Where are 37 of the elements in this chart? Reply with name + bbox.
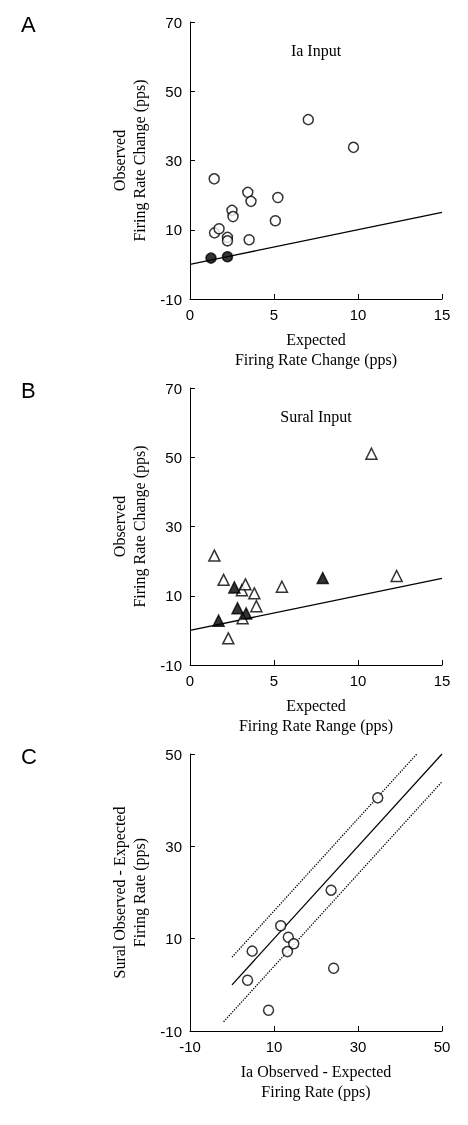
y-tick-label: -10 (160, 1022, 182, 1040)
x-axis-title: Expected Firing Rate Change (pps) (234, 330, 398, 369)
y-tick-label: 10 (165, 930, 182, 948)
chart-title: B (21, 377, 36, 403)
x-tick-label: 10 (349, 672, 367, 689)
x-tick-label: 5 (269, 672, 279, 689)
y-tick-label: 30 (165, 152, 182, 169)
chart-title: C (21, 743, 37, 769)
chart-title: A (21, 11, 36, 37)
annotation: Sural Input (280, 407, 353, 426)
y-tick-label: 50 (165, 745, 182, 763)
y-tick-label: 10 (165, 221, 182, 239)
x-axis-title: Ia Observed - Expected Firing Rate (pps) (240, 1062, 392, 1101)
x-tick-label: 5 (269, 306, 279, 323)
x-tick-label: 0 (185, 306, 195, 323)
y-tick-label: -10 (160, 290, 182, 308)
y-tick-label: 50 (165, 82, 182, 100)
y-tick-label: 50 (165, 448, 182, 466)
annotation: Ia Input (290, 41, 342, 60)
x-tick-label: -10 (179, 1038, 201, 1055)
x-tick-label: 15 (433, 306, 451, 323)
y-tick-label: 30 (165, 518, 182, 535)
x-tick-label: 0 (185, 672, 195, 689)
x-tick-label: 15 (433, 672, 451, 689)
y-tick-label: 70 (165, 13, 182, 31)
x-tick-label: 30 (349, 1038, 367, 1055)
x-tick-label: 50 (433, 1038, 451, 1055)
y-tick-label: 10 (165, 587, 182, 605)
y-tick-label: 70 (165, 379, 182, 397)
y-axis-title: Observed Firing Rate Change (pps) (110, 445, 149, 608)
y-axis-title: Observed Firing Rate Change (pps) (110, 79, 149, 242)
y-tick-label: 30 (165, 837, 182, 855)
x-tick-label: 10 (349, 306, 367, 323)
y-axis-title: Sural Observed - Expected Firing Rate (pps) (110, 806, 149, 979)
x-axis-title: Expected Firing Rate Range (pps) (238, 696, 394, 735)
x-tick-label: 10 (265, 1038, 283, 1055)
y-tick-label: -10 (160, 656, 182, 674)
